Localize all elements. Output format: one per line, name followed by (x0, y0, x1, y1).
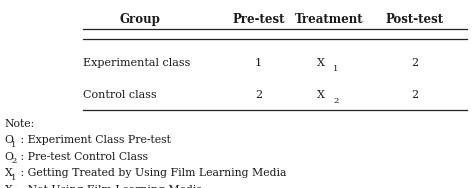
Text: Control class: Control class (83, 90, 157, 100)
Text: X: X (5, 168, 12, 178)
Text: 1: 1 (11, 174, 17, 182)
Text: 2: 2 (411, 58, 419, 68)
Text: 2: 2 (255, 90, 262, 100)
Text: 1: 1 (333, 65, 338, 73)
Text: Experimental class: Experimental class (83, 58, 191, 68)
Text: O: O (5, 135, 14, 145)
Text: X: X (5, 185, 12, 188)
Text: X: X (317, 90, 325, 100)
Text: : Not Using Film Learning Media: : Not Using Film Learning Media (17, 185, 202, 188)
Text: : Pre-test Control Class: : Pre-test Control Class (17, 152, 147, 162)
Text: 2: 2 (411, 90, 419, 100)
Text: 1: 1 (11, 141, 17, 149)
Text: : Getting Treated by Using Film Learning Media: : Getting Treated by Using Film Learning… (17, 168, 286, 178)
Text: 2: 2 (11, 157, 17, 165)
Text: O: O (5, 152, 14, 162)
Text: : Experiment Class Pre-test: : Experiment Class Pre-test (17, 135, 171, 145)
Text: Treatment: Treatment (295, 13, 364, 26)
Text: X: X (317, 58, 325, 68)
Text: Post-test: Post-test (386, 13, 444, 26)
Text: Group: Group (119, 13, 160, 26)
Text: 1: 1 (255, 58, 262, 68)
Text: 2: 2 (333, 97, 338, 105)
Text: Note:: Note: (5, 119, 35, 129)
Text: Pre-test: Pre-test (232, 13, 284, 26)
